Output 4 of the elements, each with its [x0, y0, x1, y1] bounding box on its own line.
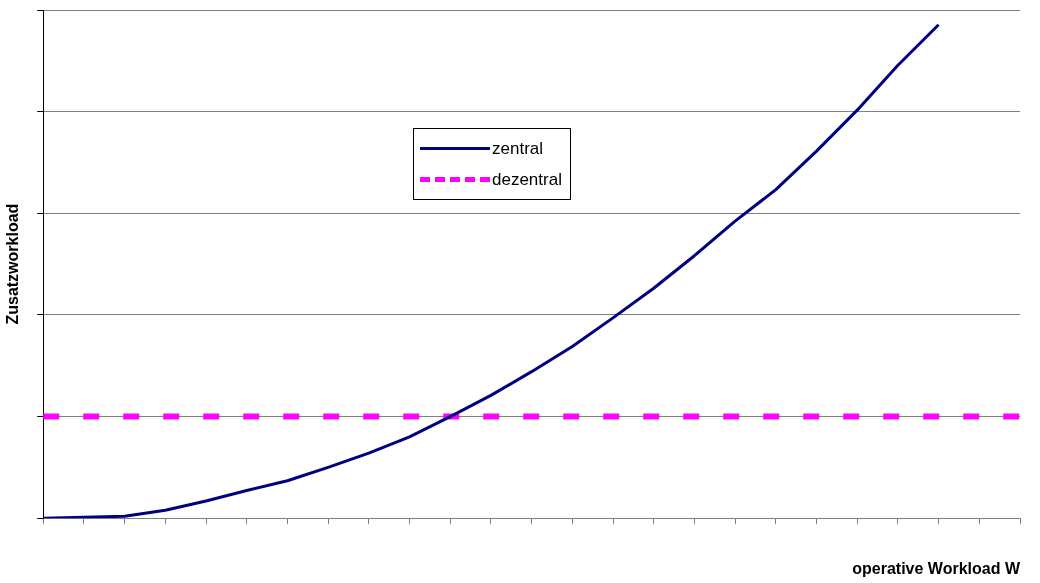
x-axis-title: operative Workload W	[852, 559, 1021, 577]
legend-label: zentral	[492, 138, 544, 159]
y-axis-title: Zusatzworkload	[4, 203, 22, 325]
legend-label: dezentral	[492, 169, 562, 190]
